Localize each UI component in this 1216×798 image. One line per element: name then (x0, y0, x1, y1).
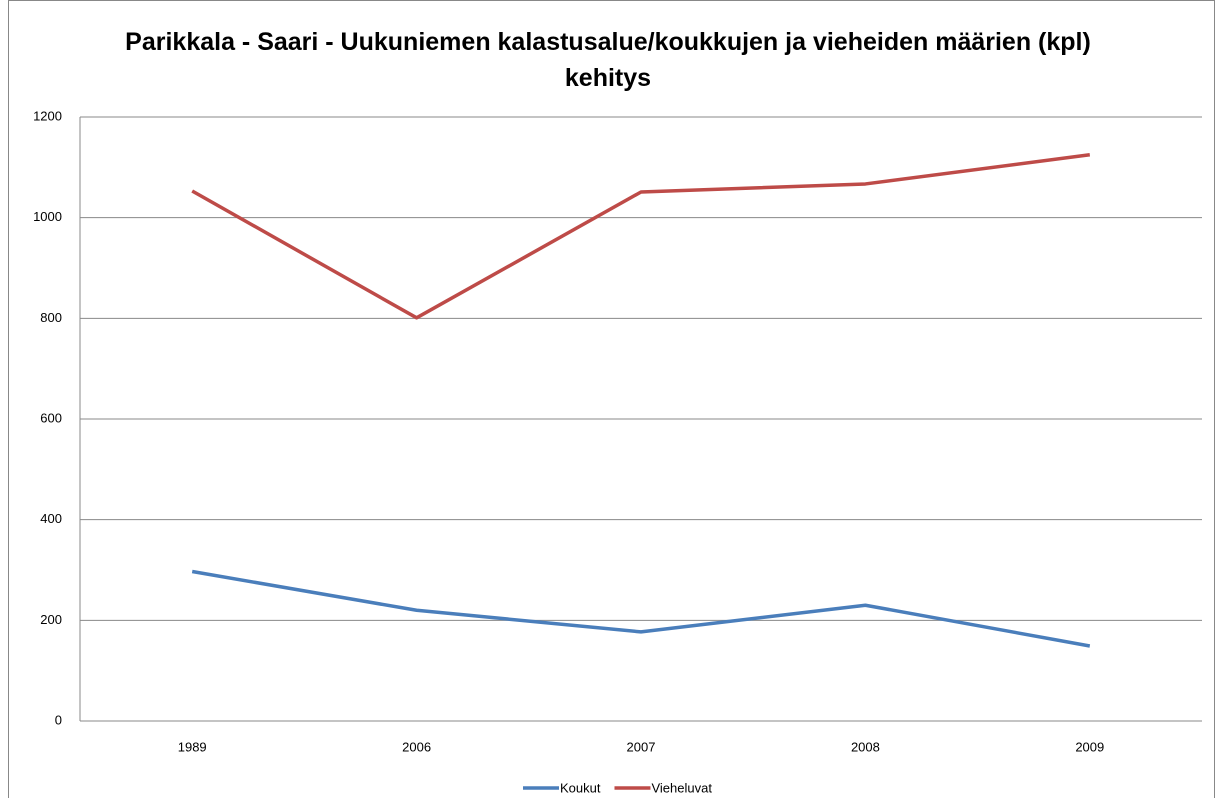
y-tick-label: 800 (40, 310, 62, 325)
x-tick-label: 2008 (851, 739, 880, 754)
y-tick-label: 200 (40, 612, 62, 627)
data-line (191, 153, 1091, 320)
legend-label: Koukut (560, 780, 601, 795)
y-tick-label: 600 (40, 410, 62, 425)
x-tick-label: 2009 (1075, 739, 1104, 754)
chart-title: Parikkala - Saari - Uukuniemen kalastusa… (125, 28, 1091, 92)
x-tick-label: 2006 (402, 739, 431, 754)
y-tick-label: 1200 (33, 108, 62, 123)
x-tick-label: 2007 (627, 739, 656, 754)
legend-label: Vieheluvat (651, 780, 712, 795)
x-tick-label: 1989 (178, 739, 207, 754)
chart-border (8, 0, 1215, 798)
y-tick-label: 1000 (33, 209, 62, 224)
y-tick-label: 400 (40, 511, 62, 526)
y-tick-label: 0 (55, 712, 62, 727)
data-line (191, 569, 1091, 648)
